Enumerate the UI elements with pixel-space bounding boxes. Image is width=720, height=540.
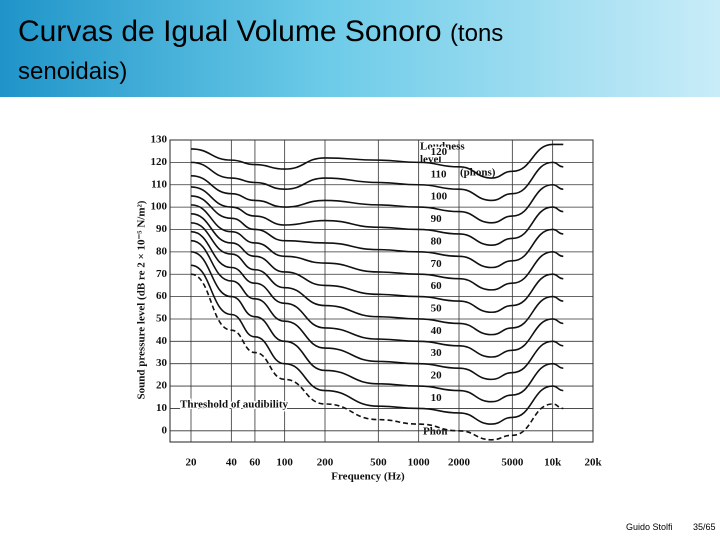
annotation: Loudness [420,141,465,153]
curve-label: 70 [431,258,443,270]
x-tick-label: 100 [276,457,293,469]
curve [190,239,564,381]
y-tick-label: 0 [162,424,168,436]
x-tick-label: 1000 [408,457,431,469]
y-tick-label: 100 [151,201,168,213]
annotation: Phon [423,426,447,438]
curve-label: 100 [431,191,448,203]
y-tick-label: 50 [156,312,168,324]
author: Guido Stolfi [626,522,673,532]
curve [190,161,564,202]
x-tick-label: 60 [249,457,261,469]
y-tick-label: 40 [156,335,168,347]
y-tick-label: 30 [156,357,168,369]
curve-label: 80 [431,235,443,247]
curve-label: 110 [431,168,447,180]
y-tick-label: 20 [156,380,168,392]
curve [190,221,564,336]
x-tick-label: 20 [186,457,198,469]
curve [190,251,564,403]
curve [190,264,564,425]
curve-label: 30 [431,347,443,359]
x-tick-label: 200 [317,457,334,469]
curve-label: 50 [431,302,443,314]
curve [190,204,564,291]
y-tick-label: 90 [156,223,168,235]
y-tick-label: 130 [151,134,168,146]
y-tick-label: 60 [156,290,168,302]
y-tick-label: 10 [156,402,168,414]
curve-label: 10 [431,392,443,404]
page-number: 35/65 [693,522,716,532]
slide-title: Curvas de Igual Volume Sonoro (tons seno… [18,14,618,90]
curve [190,195,564,269]
curve [190,174,564,224]
curve-label: 40 [431,325,443,337]
title-main: Curvas de Igual Volume Sonoro [18,15,442,48]
curve-label: 20 [431,370,443,382]
curve [190,273,564,441]
curve [190,230,564,358]
slide-header: Curvas de Igual Volume Sonoro (tons seno… [0,0,720,97]
x-axis-label: Frequency (Hz) [331,471,405,483]
x-tick-label: 10k [544,457,562,469]
x-tick-label: 500 [370,457,387,469]
x-tick-label: 2000 [448,457,471,469]
y-axis-label: Sound pressure level (dB re 2 × 10⁻⁵ N/m… [136,200,148,399]
y-tick-label: 120 [151,156,168,168]
y-tick-label: 80 [156,245,168,257]
x-tick-label: 5000 [501,457,524,469]
curve [190,186,564,246]
curve-label: 90 [431,213,443,225]
curve [190,143,564,179]
curve-label: 120 [431,146,448,158]
y-tick-label: 110 [151,178,167,190]
plot-frame [169,139,594,443]
title-note: (tons senoidais) [18,20,504,85]
y-tick-label: 70 [156,268,168,280]
x-tick-label: 20k [584,457,602,469]
curve [190,213,564,314]
curve-label: 60 [431,280,443,292]
x-tick-label: 40 [226,457,238,469]
curve-label: Threshold of audibility [180,399,288,411]
